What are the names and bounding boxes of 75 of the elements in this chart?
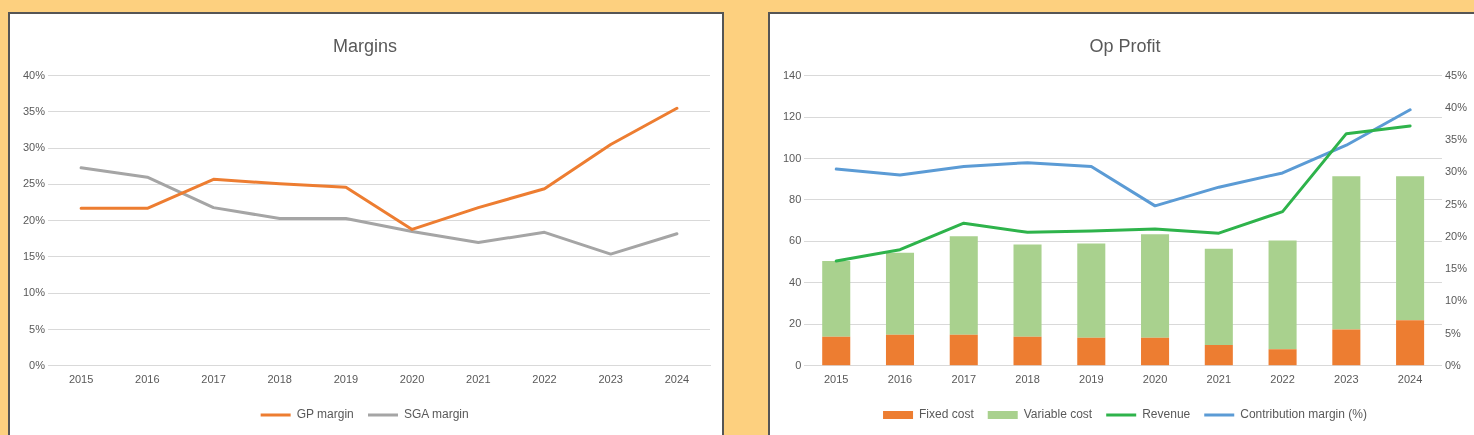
x-tick-label: 2018 [267,373,292,386]
y-tick-label: 100 [782,151,802,164]
y2-tick-label: 20% [1444,229,1468,242]
y-tick-label: 10% [22,286,46,299]
bar [885,334,915,366]
bar [1077,243,1106,338]
legend-label: Revenue [1142,407,1191,422]
y-tick-label: 60 [789,234,802,247]
x-tick-label: 2022 [532,373,557,386]
bar [885,252,915,335]
y-tick-label: 35% [22,104,46,117]
x-tick-label: 2024 [664,373,690,386]
y-tick-label: 15% [22,250,46,263]
x-tick-label: 2022 [1270,373,1295,386]
bar [1396,176,1425,321]
x-tick-label: 2020 [1142,373,1168,386]
x-tick-label: 2018 [1015,373,1040,386]
x-tick-label: 2017 [201,373,226,386]
x-tick-label: 2024 [1397,373,1423,386]
chart-title: Margins [332,35,398,56]
legend-label: Contribution margin (%) [1240,407,1367,422]
x-tick-label: 2020 [399,373,425,386]
bar [1141,234,1170,338]
bar [949,334,978,366]
y-tick-label: 0 [795,358,802,371]
y-tick-label: 140 [782,68,802,81]
x-tick-label: 2015 [823,373,849,386]
bar [822,336,851,366]
x-tick-label: 2019 [1079,373,1104,386]
y-tick-label: 0% [29,358,46,371]
bar [1268,349,1297,366]
y2-tick-label: 0% [1444,358,1462,371]
y2-tick-label: 35% [1444,133,1468,146]
x-tick-label: 2019 [333,373,359,386]
x-tick-label: 2021 [1206,373,1232,386]
bar [1268,240,1297,350]
x-tick-label: 2017 [951,373,976,386]
y-tick-label: 5% [29,322,46,335]
legend-label: SGA margin [404,407,469,422]
x-tick-label: 2016 [135,373,160,386]
bar [1141,337,1170,366]
bar [1332,176,1361,330]
bar [1204,345,1233,366]
x-tick-label: 2023 [1334,373,1359,386]
y-tick-label: 25% [22,177,46,190]
bar [1332,329,1361,366]
bar [1077,337,1106,366]
bar [1013,244,1042,337]
y2-tick-label: 40% [1444,100,1468,113]
bar [1396,320,1425,366]
x-tick-label: 2016 [887,373,913,386]
y-tick-label: 20% [22,213,46,226]
x-tick-label: 2015 [68,373,94,386]
x-tick-label: 2021 [466,373,491,386]
y2-tick-label: 30% [1444,165,1468,178]
y-tick-label: 30% [22,141,46,154]
bar [1013,336,1042,366]
y-tick-label: 120 [782,110,802,123]
bar [822,261,851,337]
bar [949,236,978,335]
y2-tick-label: 15% [1444,262,1468,275]
legend-label: Variable cost [1023,407,1093,422]
y-tick-label: 40% [22,68,46,81]
legend-label: Fixed cost [919,407,975,422]
y2-tick-label: 10% [1444,294,1468,307]
y2-tick-label: 25% [1444,197,1468,210]
y2-tick-label: 45% [1444,68,1468,81]
bar [1204,248,1233,346]
y-tick-label: 80 [789,193,802,205]
x-tick-label: 2023 [598,373,623,386]
legend-label: GP margin [296,407,354,422]
y-tick-label: 20 [789,317,802,330]
y-tick-label: 40 [789,275,802,288]
chart-title: Op Profit [1089,35,1161,56]
y2-tick-label: 5% [1444,326,1462,339]
